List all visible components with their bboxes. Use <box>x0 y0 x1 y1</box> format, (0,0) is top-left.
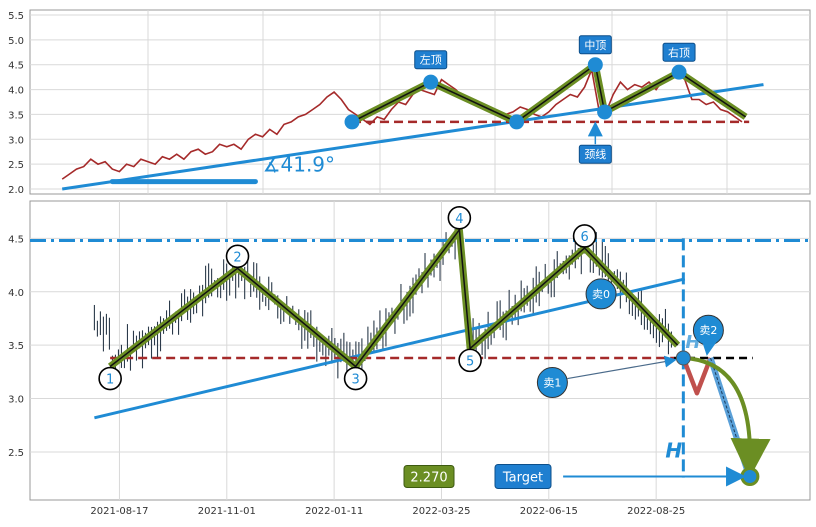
top-pattern-point <box>344 114 360 130</box>
bottom-ytick-label: 3.0 <box>8 395 24 406</box>
bottom-wave-marker <box>447 206 472 230</box>
top-pattern-point <box>587 57 603 73</box>
bottom-xtick-label: 2021-08-17 <box>90 506 148 517</box>
top-price-line <box>61 66 743 180</box>
bottom-wave-marker <box>458 348 482 373</box>
top-label-right-top-box <box>662 42 696 62</box>
top-ytick-label: 2.0 <box>8 185 24 196</box>
bottom-wave-label-3: 3 <box>351 373 359 388</box>
bottom-xtick-label: 2021-11-01 <box>198 506 256 517</box>
top-label-left-top-box <box>414 50 448 70</box>
bottom-sell-label-2: 卖2 <box>699 324 717 337</box>
bottom-ytick-label: 4.5 <box>8 234 24 245</box>
bottom-target-label: Target <box>502 471 543 486</box>
top-pattern-point <box>597 104 613 120</box>
bottom-ytick-label: 4.0 <box>8 288 24 299</box>
bottom-panel: 2.5 3.0 3.5 4.0 4.5 2021-08-17 2021-11-01 2022-… <box>8 200 811 517</box>
bottom-wave-marker <box>225 244 250 269</box>
bottom-target-point <box>740 467 760 487</box>
top-pattern-point <box>509 114 525 130</box>
top-ytick-label: 5.5 <box>8 11 24 22</box>
top-ytick-label: 2.5 <box>8 160 24 171</box>
bottom-ytick-label: 2.5 <box>8 448 24 459</box>
bottom-sell2-arrow <box>699 334 720 356</box>
top-label-mid-top: 中顶 <box>584 39 606 52</box>
top-label-mid-top-box <box>578 35 612 55</box>
bottom-projection-inner <box>710 357 750 477</box>
bottom-xtick-label: 2022-03-25 <box>412 506 470 517</box>
bottom-sell1-arrow <box>567 355 677 380</box>
bottom-wave-label-6: 6 <box>580 230 588 245</box>
bottom-sell-label-0: 卖0 <box>592 288 610 301</box>
top-ytick-label: 4.5 <box>8 61 24 72</box>
top-label-left-top: 左顶 <box>420 54 442 67</box>
top-ytick-label: 3.5 <box>8 110 24 121</box>
bottom-wave-inner <box>109 229 679 368</box>
bottom-xtick-label: 2022-08-25 <box>627 506 685 517</box>
bottom-trend-line <box>94 277 686 420</box>
bottom-break-point <box>675 350 691 366</box>
top-angle-label: ∡41.9° <box>263 153 335 177</box>
bottom-wave-marker <box>98 366 122 391</box>
top-pattern-point <box>423 74 439 90</box>
bottom-value-label: 2.270 <box>410 471 447 486</box>
top-label-neckline: 颈线 <box>584 147 606 161</box>
bottom-xtick-label: 2022-06-15 <box>520 506 578 517</box>
bottom-xtick-label: 2022-01-11 <box>305 506 363 517</box>
bottom-wave-marker <box>572 224 597 248</box>
bottom-sell-marker <box>585 278 617 310</box>
top-label-neckline-box <box>578 144 612 164</box>
top-ytick-label: 3.0 <box>8 135 24 146</box>
bottom-wave-label-4: 4 <box>455 212 463 227</box>
bottom-value-box <box>403 465 455 489</box>
bottom-target-box <box>494 464 552 490</box>
bottom-retest-leg <box>681 357 713 396</box>
bottom-wave-label-5: 5 <box>466 354 474 369</box>
bottom-sell-label-1: 卖1 <box>543 377 561 390</box>
bottom-height-label-small: H <box>685 332 700 353</box>
top-pattern-point <box>671 64 687 80</box>
bottom-wave-marker <box>343 366 368 391</box>
bottom-height-label: H <box>665 438 682 462</box>
bottom-curve-arrow <box>683 355 771 479</box>
top-label-right-top: 右顶 <box>668 45 690 59</box>
top-frame <box>29 9 811 195</box>
top-trend-line <box>61 83 764 191</box>
top-ytick-label: 4.0 <box>8 86 24 97</box>
top-ytick-label: 5.0 <box>8 36 24 47</box>
bottom-wave-label-1: 1 <box>106 373 114 388</box>
bottom-wave-label-2: 2 <box>233 250 241 265</box>
bottom-sell-marker <box>536 367 568 399</box>
bottom-ytick-label: 3.5 <box>8 341 24 352</box>
